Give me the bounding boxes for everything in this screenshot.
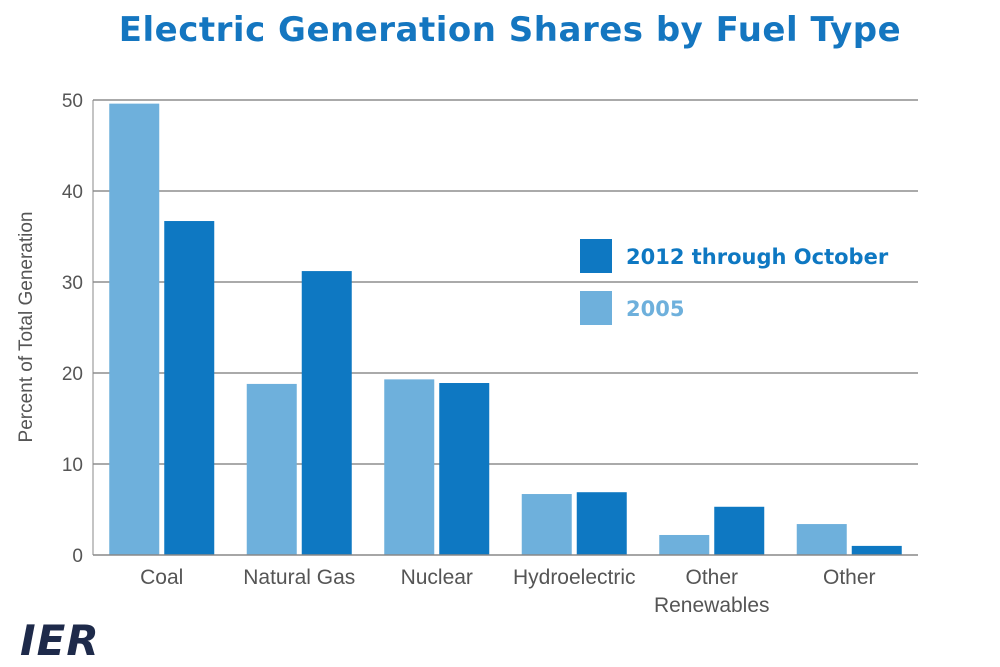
x-category-label: Nuclear (401, 566, 473, 589)
y-tick-labels: 0 10 20 30 40 50 (62, 91, 83, 567)
bar-2005 (796, 524, 847, 555)
x-category-label: Coal (140, 566, 183, 589)
y-tick-label: 10 (62, 455, 83, 476)
bar-2005 (246, 383, 297, 555)
y-tick-label: 0 (72, 546, 83, 567)
bar-2005 (659, 534, 710, 555)
legend-swatch (580, 239, 612, 273)
gridlines (93, 99, 918, 465)
y-axis-label: Percent of Total Generation (16, 212, 37, 443)
legend-label: 2005 (626, 297, 684, 321)
x-category-label: Other (685, 566, 738, 589)
ier-logo: IER (20, 616, 100, 665)
bar-2005 (109, 103, 160, 555)
x-category-label: Other (823, 566, 876, 589)
bar-2005 (384, 379, 435, 555)
bar-2012-through-october (576, 492, 627, 555)
legend-swatch (580, 291, 612, 325)
bars (109, 103, 902, 555)
y-tick-label: 20 (62, 364, 83, 385)
y-tick-label: 50 (62, 91, 83, 112)
legend: 2012 through October 2005 (580, 239, 889, 325)
bar-2012-through-october (164, 221, 215, 555)
bar-2012-through-october (439, 383, 490, 555)
bar-2012-through-october (714, 506, 765, 555)
bar-2005 (521, 494, 572, 555)
y-tick-label: 30 (62, 273, 83, 294)
y-tick-label: 40 (62, 182, 83, 203)
bar-2012-through-october (301, 271, 352, 555)
bar-2012-through-october (851, 545, 902, 555)
x-category-label: Natural Gas (243, 566, 355, 589)
chart-title: Electric Generation Shares by Fuel Type (118, 10, 902, 50)
x-category-labels: Coal Natural Gas Nuclear Hydroelectric Other… (140, 566, 875, 617)
x-category-label: Renewables (654, 594, 770, 617)
legend-label: 2012 through October (626, 245, 889, 269)
x-category-label: Hydroelectric (513, 566, 636, 589)
